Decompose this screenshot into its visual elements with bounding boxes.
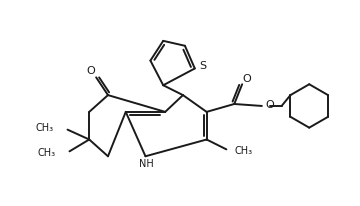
Text: S: S — [199, 62, 206, 71]
Text: CH₃: CH₃ — [37, 148, 56, 158]
Text: NH: NH — [139, 159, 154, 169]
Text: CH₃: CH₃ — [234, 146, 252, 156]
Text: CH₃: CH₃ — [36, 123, 54, 133]
Text: O: O — [243, 74, 251, 84]
Text: O: O — [87, 66, 96, 76]
Text: O: O — [266, 100, 275, 110]
